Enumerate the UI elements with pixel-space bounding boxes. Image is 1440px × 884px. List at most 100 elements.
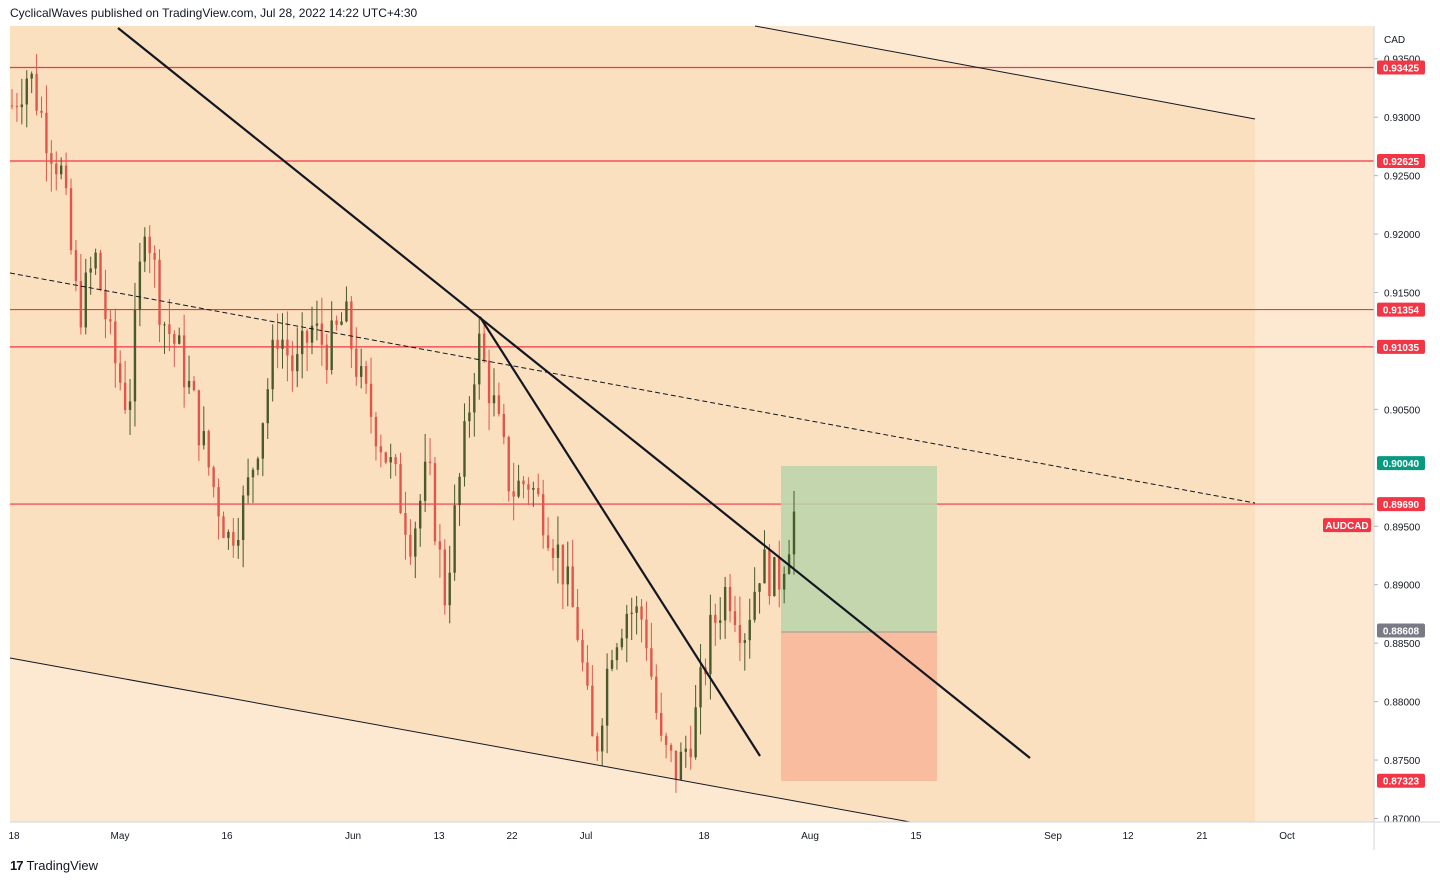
candle-body	[123, 382, 127, 410]
x-tick-label: Aug	[801, 831, 819, 842]
candle-body	[635, 606, 638, 613]
candle-body	[394, 457, 397, 465]
y-tick-label: 0.87000	[1384, 814, 1421, 825]
candle-body	[59, 165, 63, 175]
dashed-trend-line[interactable]	[9, 272, 1256, 504]
candle-body	[212, 467, 215, 488]
candle-body	[743, 640, 747, 643]
candle-body	[79, 281, 83, 328]
candle-body	[669, 745, 673, 751]
candle-body	[20, 104, 24, 108]
x-tick-label: 12	[1122, 831, 1134, 842]
candle-body	[256, 458, 260, 470]
candle-body	[763, 549, 766, 584]
candle-body	[335, 320, 338, 325]
downtrend-line-steep[interactable]	[479, 316, 761, 757]
channel-upper-line[interactable]	[754, 25, 1256, 120]
highlight-zone	[10, 26, 1255, 822]
price-tag	[1377, 60, 1425, 75]
candle-body	[596, 736, 599, 752]
candle-body	[571, 566, 574, 608]
candle-body	[173, 334, 176, 344]
price-axis[interactable]: 0.93500 0.93000 0.92500 0.92000 0.91500 0.905…	[1374, 55, 1421, 826]
candle-body	[792, 511, 796, 555]
candle-body	[276, 339, 279, 349]
candle-body	[679, 751, 683, 780]
candle-body	[119, 363, 122, 383]
candle-body	[694, 707, 697, 758]
candle-body	[512, 491, 515, 497]
price-tag-label: 0.91354	[1383, 306, 1420, 317]
candle-body	[468, 412, 471, 422]
x-tick-label: 13	[433, 831, 445, 842]
candle-body	[271, 339, 274, 390]
candle-body	[109, 319, 112, 322]
candle-body	[428, 461, 432, 464]
y-tick-label: 0.89000	[1384, 581, 1421, 592]
candle-body	[778, 557, 781, 590]
candle-body	[217, 487, 220, 517]
candle-body	[660, 712, 663, 736]
candle-body	[566, 566, 569, 585]
publish-header: CyclicalWaves published on TradingView.c…	[10, 6, 417, 20]
candle-body	[178, 335, 181, 344]
candle-body	[443, 549, 447, 606]
candle-body	[94, 252, 97, 269]
candle-body	[684, 748, 687, 752]
symbol-tag-label: AUDCAD	[1325, 521, 1368, 532]
candle-body	[482, 333, 486, 361]
candle-body	[423, 461, 427, 501]
downtrend-line-major[interactable]	[117, 27, 1031, 759]
candle-body	[168, 324, 171, 335]
candle-body	[463, 421, 466, 477]
candle-body	[237, 539, 240, 546]
candle-body	[291, 355, 294, 372]
candle-body	[527, 484, 530, 490]
price-tag	[1377, 497, 1425, 512]
candle-body	[104, 289, 107, 320]
candle-body	[497, 395, 501, 414]
candle-body	[74, 250, 78, 282]
channel-lower-line[interactable]	[9, 657, 911, 823]
candle-body	[738, 625, 742, 643]
candle-body	[674, 750, 678, 780]
candle-body	[610, 660, 614, 669]
price-tag-label: 0.88608	[1383, 627, 1420, 638]
time-axis[interactable]: 18 May 16 Jun 13 22 Jul 18 Aug 15 Sep 12 21 Oct	[8, 831, 1295, 842]
candle-body	[69, 188, 73, 251]
candle-body	[379, 446, 383, 453]
candle-body	[355, 348, 358, 377]
candle-body	[591, 685, 594, 737]
candle-body	[261, 423, 265, 459]
candle-body	[99, 252, 102, 290]
price-tag	[1377, 623, 1425, 638]
price-tag-label: 0.93425	[1383, 63, 1420, 74]
candle-body	[232, 531, 235, 546]
candle-body	[207, 430, 210, 468]
candle-body	[748, 619, 751, 641]
candle-body	[758, 583, 761, 592]
candle-body	[246, 477, 250, 496]
candle-body	[537, 487, 540, 495]
candle-body	[197, 390, 201, 446]
candle-body	[128, 401, 132, 410]
candle-body	[300, 330, 304, 355]
x-tick-label: May	[111, 831, 130, 842]
candle-body	[561, 544, 565, 585]
candle-body	[655, 676, 658, 713]
candle-body	[733, 611, 737, 626]
candle-body	[615, 647, 619, 661]
candle-body	[664, 735, 668, 746]
candle-body	[369, 383, 373, 417]
candle-body	[50, 153, 53, 164]
candle-body	[502, 413, 506, 438]
candle-body	[782, 573, 786, 590]
candle-body	[453, 505, 456, 573]
candle-body	[320, 323, 324, 345]
candle-body	[586, 662, 589, 686]
candle-body	[384, 452, 387, 463]
y-tick-label: 0.89500	[1384, 522, 1421, 533]
candle-body	[414, 528, 417, 557]
x-tick-label: 16	[221, 831, 233, 842]
